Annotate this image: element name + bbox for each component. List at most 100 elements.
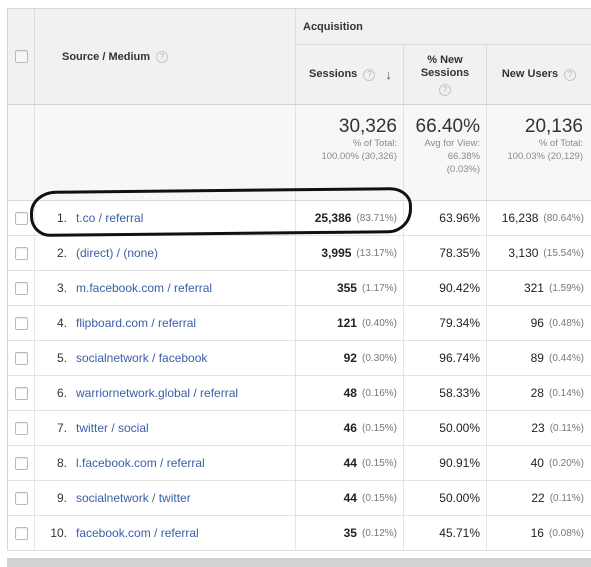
new-sessions-cell: 90.42% — [404, 271, 487, 305]
new-users-percent: (0.20%) — [548, 457, 584, 469]
sessions-percent: (0.12%) — [361, 527, 397, 539]
source-medium-link[interactable]: facebook.com / referral — [76, 526, 199, 540]
new-sessions-cell: 79.34% — [404, 306, 487, 340]
sessions-cell: 121 (0.40%) — [296, 306, 404, 340]
row-dimension-cell: 9. socialnetwork / twitter — [35, 481, 296, 515]
totals-dimension-cell — [35, 105, 296, 200]
totals-check-cell — [8, 105, 35, 200]
new-users-total-caption: % of Total: — [538, 138, 583, 149]
source-medium-link[interactable]: l.facebook.com / referral — [76, 456, 205, 470]
sessions-percent: (0.40%) — [361, 317, 397, 329]
sessions-cell: 44 (0.15%) — [296, 446, 404, 480]
dimension-header[interactable]: Source / Medium ? — [35, 9, 296, 104]
new-sessions-cell: 78.35% — [404, 236, 487, 270]
source-medium-link[interactable]: (direct) / (none) — [76, 246, 159, 260]
sessions-total-caption: % of Total: — [352, 138, 397, 149]
new-sessions-cell: 58.33% — [404, 376, 487, 410]
help-icon[interactable]: ? — [363, 68, 376, 81]
new-sessions-value: 45.71% — [439, 526, 480, 540]
new-users-cell: 89 (0.44%) — [487, 341, 591, 375]
new-sessions-cell: 50.00% — [404, 411, 487, 445]
help-icon[interactable]: ? — [564, 68, 577, 81]
help-icon[interactable]: ? — [439, 83, 451, 96]
source-medium-link[interactable]: m.facebook.com / referral — [76, 281, 213, 295]
sessions-cell: 44 (0.15%) — [296, 481, 404, 515]
horizontal-scrollbar[interactable] — [7, 558, 591, 567]
sessions-value: 46 — [343, 421, 357, 435]
sort-descending-icon[interactable]: ↓ — [385, 67, 392, 82]
sessions-column-header[interactable]: Sessions ? ↓ — [296, 45, 404, 104]
table-row: 8. l.facebook.com / referral 44 (0.15%) 90.9… — [8, 446, 591, 481]
row-checkbox[interactable] — [14, 456, 28, 470]
row-checkbox[interactable] — [14, 351, 28, 365]
new-users-total-share: 100.03% (20,129) — [507, 151, 583, 162]
new-sessions-value: 58.33% — [439, 386, 480, 400]
new-sessions-value: 50.00% — [439, 421, 480, 435]
new-users-percent: (0.48%) — [548, 317, 584, 329]
row-checkbox[interactable] — [14, 491, 28, 505]
new-sessions-cell: 90.91% — [404, 446, 487, 480]
help-icon[interactable]: ? — [156, 50, 169, 63]
row-check-cell — [8, 376, 35, 410]
row-check-cell — [8, 481, 35, 515]
source-medium-link[interactable]: t.co / referral — [76, 211, 144, 225]
row-checkbox[interactable] — [14, 386, 28, 400]
sessions-cell: 35 (0.12%) — [296, 516, 404, 550]
new-users-column-header[interactable]: New Users ? — [487, 45, 591, 104]
new-users-cell: 28 (0.14%) — [487, 376, 591, 410]
row-check-cell — [8, 306, 35, 340]
sessions-percent: (0.15%) — [361, 457, 397, 469]
new-sessions-column-header[interactable]: % New Sessions ? — [404, 45, 487, 104]
source-medium-link[interactable]: socialnetwork / facebook — [76, 351, 208, 365]
table-row: 6. warriornetwork.global / referral 48 (0.1… — [8, 376, 591, 411]
new-users-percent: (0.11%) — [549, 422, 584, 434]
sessions-value: 355 — [336, 281, 357, 295]
row-check-cell — [8, 516, 35, 550]
new-users-percent: (0.11%) — [549, 492, 584, 504]
new-sessions-value: 79.34% — [439, 316, 480, 330]
row-dimension-cell: 7. twitter / social — [35, 411, 296, 445]
metric-column-headers: Sessions ? ↓ % New Sessions ? New Users … — [296, 45, 591, 104]
new-users-cell: 3,130 (15.54%) — [487, 236, 591, 270]
sessions-percent: (1.17%) — [361, 282, 397, 294]
sessions-cell: 92 (0.30%) — [296, 341, 404, 375]
new-sessions-total-value: 66.40% — [415, 116, 480, 137]
table-body: 1. t.co / referral 25,386 (83.71%) 63.96% 16,… — [8, 201, 591, 551]
row-checkbox[interactable] — [14, 316, 28, 330]
row-checkbox[interactable] — [14, 211, 28, 225]
sessions-cell: 46 (0.15%) — [296, 411, 404, 445]
sessions-percent: (0.16%) — [361, 387, 397, 399]
metrics-header: Acquisition Sessions ? ↓ % New Sessions … — [296, 9, 591, 104]
new-sessions-total-caption: Avg for View: — [424, 138, 480, 149]
new-users-value: 16 — [530, 526, 544, 540]
select-all-cell — [8, 9, 35, 104]
source-medium-link[interactable]: twitter / social — [76, 421, 149, 435]
new-users-total-value: 20,136 — [524, 116, 583, 137]
row-index: 2. — [56, 246, 67, 260]
row-checkbox[interactable] — [14, 281, 28, 295]
row-index: 9. — [56, 491, 67, 505]
source-medium-link[interactable]: flipboard.com / referral — [76, 316, 197, 330]
row-dimension-cell: 10. facebook.com / referral — [35, 516, 296, 550]
row-index: 3. — [56, 281, 67, 295]
new-users-value: 96 — [530, 316, 544, 330]
row-checkbox[interactable] — [14, 421, 28, 435]
new-users-cell: 22 (0.11%) — [487, 481, 591, 515]
select-all-checkbox[interactable] — [14, 50, 28, 63]
new-users-value: 28 — [530, 386, 544, 400]
row-checkbox[interactable] — [14, 526, 28, 540]
sessions-value: 92 — [343, 351, 357, 365]
row-index: 10. — [50, 526, 67, 540]
source-medium-link[interactable]: socialnetwork / twitter — [76, 491, 191, 505]
row-check-cell — [8, 446, 35, 480]
source-medium-link[interactable]: warriornetwork.global / referral — [76, 386, 239, 400]
new-sessions-value: 63.96% — [439, 211, 480, 225]
table-row: 5. socialnetwork / facebook 92 (0.30%) 96.74… — [8, 341, 591, 376]
sessions-value: 3,995 — [321, 246, 352, 260]
sessions-value: 35 — [343, 526, 357, 540]
new-sessions-value: 96.74% — [439, 351, 480, 365]
table-header: Source / Medium ? Acquisition Sessions ?… — [8, 9, 591, 105]
row-checkbox[interactable] — [14, 246, 28, 260]
sessions-total-value: 30,326 — [338, 116, 397, 137]
new-users-value: 23 — [531, 421, 545, 435]
